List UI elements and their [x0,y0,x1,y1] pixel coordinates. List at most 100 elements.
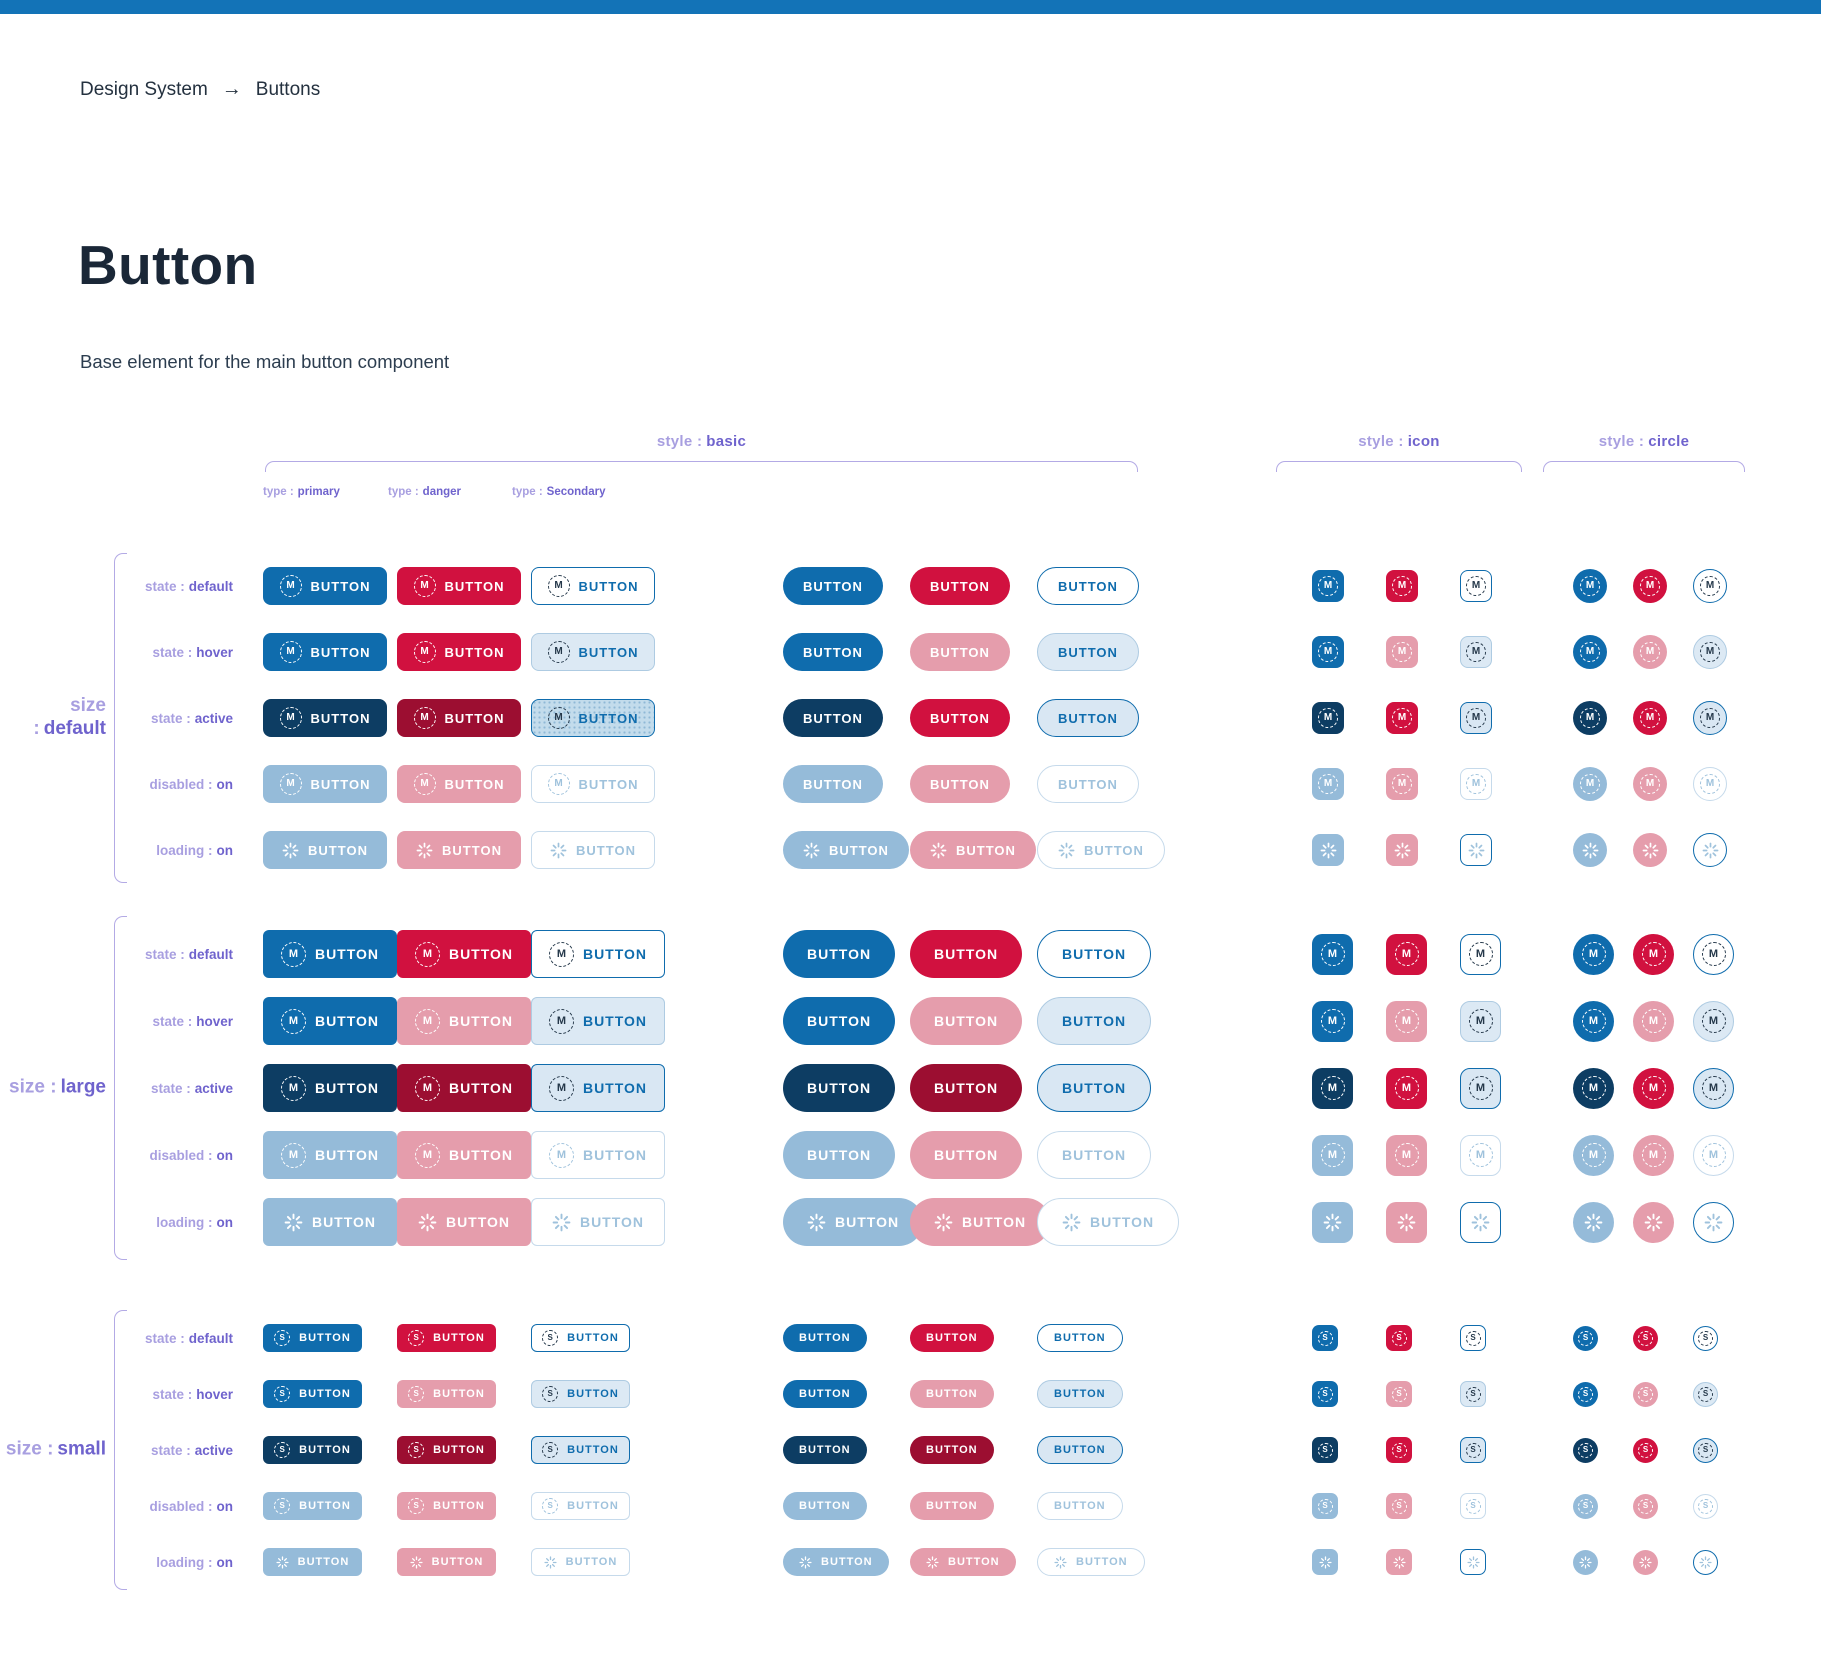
btn-large-loading-on-basic-plain-secondary[interactable]: BUTTON [1037,1198,1180,1246]
btn-large-disabled-on-circle-danger[interactable]: M [1633,1134,1674,1176]
btn-large-state-active-icon-primary[interactable]: M [1312,1067,1353,1109]
btn-default-loading-on-icon-secondary[interactable] [1460,834,1492,866]
btn-large-state-default-basic-plain-primary[interactable]: BUTTON [783,930,896,978]
btn-default-loading-on-icon-primary[interactable] [1312,834,1344,866]
btn-default-disabled-on-icon-secondary[interactable]: M [1460,768,1492,800]
btn-default-disabled-on-basic-plain-primary[interactable]: BUTTON [783,765,883,803]
btn-large-state-hover-icon-secondary[interactable]: M [1460,1000,1501,1042]
btn-large-state-default-circle-secondary[interactable]: M [1693,933,1734,975]
btn-default-state-active-basic-icon-primary[interactable]: M BUTTON [263,699,387,737]
btn-default-loading-on-icon-danger[interactable] [1386,834,1418,866]
btn-large-loading-on-basic-icon-secondary[interactable]: BUTTON [531,1198,665,1246]
btn-default-disabled-on-basic-plain-danger[interactable]: BUTTON [910,765,1010,803]
btn-large-state-active-basic-plain-secondary[interactable]: BUTTON [1037,1064,1152,1112]
btn-small-loading-on-basic-icon-primary[interactable]: BUTTON [263,1548,362,1576]
btn-large-state-active-circle-primary[interactable]: M [1573,1067,1614,1109]
btn-large-state-active-circle-danger[interactable]: M [1633,1067,1674,1109]
btn-large-state-active-icon-danger[interactable]: M [1386,1067,1427,1109]
btn-default-state-default-icon-danger[interactable]: M [1386,570,1418,602]
btn-small-loading-on-basic-plain-danger[interactable]: BUTTON [910,1548,1016,1576]
btn-default-loading-on-circle-danger[interactable] [1633,833,1667,867]
btn-large-state-hover-basic-icon-primary[interactable]: M BUTTON [263,997,397,1045]
btn-small-state-default-icon-primary[interactable]: S [1312,1325,1338,1351]
btn-default-state-hover-circle-secondary[interactable]: M [1693,635,1727,669]
btn-default-disabled-on-icon-primary[interactable]: M [1312,768,1344,800]
btn-default-state-active-basic-icon-danger[interactable]: M BUTTON [397,699,521,737]
btn-default-loading-on-basic-icon-primary[interactable]: BUTTON [263,831,387,869]
btn-default-loading-on-basic-icon-danger[interactable]: BUTTON [397,831,521,869]
btn-small-state-active-basic-plain-secondary[interactable]: BUTTON [1037,1436,1123,1464]
btn-large-state-active-circle-secondary[interactable]: M [1693,1067,1734,1109]
btn-small-disabled-on-basic-plain-danger[interactable]: BUTTON [910,1492,994,1520]
btn-small-state-default-icon-danger[interactable]: S [1386,1325,1412,1351]
btn-default-disabled-on-basic-icon-primary[interactable]: M BUTTON [263,765,387,803]
btn-small-loading-on-basic-icon-danger[interactable]: BUTTON [397,1548,496,1576]
btn-default-disabled-on-circle-danger[interactable]: M [1633,767,1667,801]
btn-default-state-default-circle-primary[interactable]: M [1573,569,1607,603]
btn-large-state-hover-basic-icon-danger[interactable]: M BUTTON [397,997,531,1045]
btn-default-state-hover-basic-icon-danger[interactable]: M BUTTON [397,633,521,671]
btn-default-state-active-basic-icon-secondary[interactable]: M BUTTON [531,699,655,737]
btn-small-state-default-basic-icon-secondary[interactable]: S BUTTON [531,1324,630,1352]
btn-large-state-hover-circle-primary[interactable]: M [1573,1000,1614,1042]
btn-default-state-active-basic-plain-secondary[interactable]: BUTTON [1037,699,1139,737]
btn-small-loading-on-circle-danger[interactable] [1633,1549,1658,1575]
btn-small-loading-on-icon-danger[interactable] [1386,1549,1412,1575]
btn-large-disabled-on-icon-secondary[interactable]: M [1460,1134,1501,1176]
btn-large-state-active-basic-icon-danger[interactable]: M BUTTON [397,1064,531,1112]
btn-large-state-hover-icon-danger[interactable]: M [1386,1000,1427,1042]
btn-large-state-default-basic-plain-secondary[interactable]: BUTTON [1037,930,1152,978]
btn-small-state-default-circle-secondary[interactable]: S [1693,1325,1718,1351]
btn-default-state-active-circle-danger[interactable]: M [1633,701,1667,735]
btn-large-state-default-basic-plain-danger[interactable]: BUTTON [910,930,1023,978]
btn-small-state-hover-circle-primary[interactable]: S [1573,1381,1598,1407]
btn-small-state-default-circle-primary[interactable]: S [1573,1325,1598,1351]
btn-large-state-active-basic-plain-danger[interactable]: BUTTON [910,1064,1023,1112]
btn-large-state-default-icon-danger[interactable]: M [1386,933,1427,975]
btn-default-state-hover-icon-primary[interactable]: M [1312,636,1344,668]
btn-small-state-active-circle-secondary[interactable]: S [1693,1437,1718,1463]
btn-small-disabled-on-basic-icon-secondary[interactable]: S BUTTON [531,1492,630,1520]
btn-default-state-default-basic-icon-danger[interactable]: M BUTTON [397,567,521,605]
btn-small-disabled-on-basic-icon-danger[interactable]: S BUTTON [397,1492,496,1520]
btn-large-state-active-basic-plain-primary[interactable]: BUTTON [783,1064,896,1112]
btn-default-state-hover-icon-danger[interactable]: M [1386,636,1418,668]
btn-large-state-hover-circle-secondary[interactable]: M [1693,1000,1734,1042]
btn-large-state-hover-circle-danger[interactable]: M [1633,1000,1674,1042]
btn-small-state-active-basic-icon-danger[interactable]: S BUTTON [397,1436,496,1464]
btn-default-disabled-on-circle-primary[interactable]: M [1573,767,1607,801]
btn-large-state-default-basic-icon-primary[interactable]: M BUTTON [263,930,397,978]
btn-small-state-default-basic-plain-danger[interactable]: BUTTON [910,1324,994,1352]
btn-default-state-default-basic-plain-danger[interactable]: BUTTON [910,567,1010,605]
btn-large-state-default-icon-secondary[interactable]: M [1460,933,1501,975]
btn-default-state-active-basic-plain-danger[interactable]: BUTTON [910,699,1010,737]
btn-large-state-hover-basic-icon-secondary[interactable]: M BUTTON [531,997,665,1045]
btn-large-disabled-on-icon-danger[interactable]: M [1386,1134,1427,1176]
btn-default-state-default-basic-plain-secondary[interactable]: BUTTON [1037,567,1139,605]
btn-default-state-active-icon-danger[interactable]: M [1386,702,1418,734]
btn-small-disabled-on-icon-secondary[interactable]: S [1460,1493,1486,1519]
btn-small-disabled-on-circle-danger[interactable]: S [1633,1493,1658,1519]
btn-small-state-hover-circle-danger[interactable]: S [1633,1381,1658,1407]
btn-large-disabled-on-basic-plain-primary[interactable]: BUTTON [783,1131,896,1179]
btn-default-state-hover-circle-primary[interactable]: M [1573,635,1607,669]
btn-small-state-hover-icon-primary[interactable]: S [1312,1381,1338,1407]
btn-default-loading-on-circle-secondary[interactable] [1693,833,1727,867]
btn-default-state-default-circle-secondary[interactable]: M [1693,569,1727,603]
btn-small-state-default-basic-plain-primary[interactable]: BUTTON [783,1324,867,1352]
btn-small-disabled-on-circle-primary[interactable]: S [1573,1493,1598,1519]
btn-large-disabled-on-circle-primary[interactable]: M [1573,1134,1614,1176]
btn-small-disabled-on-icon-danger[interactable]: S [1386,1493,1412,1519]
btn-small-state-hover-icon-secondary[interactable]: S [1460,1381,1486,1407]
btn-default-disabled-on-basic-icon-secondary[interactable]: M BUTTON [531,765,655,803]
btn-default-state-default-icon-secondary[interactable]: M [1460,570,1492,602]
btn-large-state-hover-basic-plain-secondary[interactable]: BUTTON [1037,997,1152,1045]
btn-large-state-default-icon-primary[interactable]: M [1312,933,1353,975]
btn-default-loading-on-basic-plain-danger[interactable]: BUTTON [910,831,1036,869]
btn-large-state-hover-basic-plain-danger[interactable]: BUTTON [910,997,1023,1045]
btn-large-state-hover-icon-primary[interactable]: M [1312,1000,1353,1042]
btn-small-state-hover-basic-plain-danger[interactable]: BUTTON [910,1380,994,1408]
btn-small-state-active-circle-primary[interactable]: S [1573,1437,1598,1463]
btn-small-loading-on-circle-primary[interactable] [1573,1549,1598,1575]
btn-default-state-hover-basic-icon-primary[interactable]: M BUTTON [263,633,387,671]
